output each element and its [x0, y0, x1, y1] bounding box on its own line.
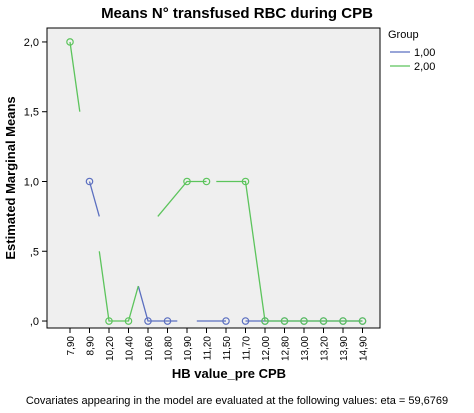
series-2-point-6 [241, 177, 250, 186]
y-tick-label-3: 1,5 [24, 107, 39, 119]
series-2-point-9 [300, 317, 308, 325]
chart-footnote: Covariates appearing in the model are ev… [26, 395, 448, 407]
x-tick-label-5: 10,80 [164, 336, 175, 361]
series-2-line-segment-3 [157, 180, 207, 217]
series-1-point-2 [144, 317, 152, 325]
y-axis: ,0 ,5 1,0 1,5 2,0 [24, 37, 47, 328]
series-2-point-7 [261, 317, 269, 325]
series-2-point-1 [66, 38, 74, 46]
series-2-point-12 [358, 317, 367, 325]
legend-title: Group [388, 29, 419, 41]
series-1-point-5 [241, 317, 250, 325]
x-tick-label-4: 10,60 [144, 336, 155, 361]
series-1-point-4 [222, 317, 230, 325]
x-tick-label-13: 13,20 [320, 336, 331, 361]
legend-items: 1,00 2,00 [390, 47, 435, 73]
x-tick-label-3: 10,40 [125, 336, 136, 361]
y-axis-label: Estimated Marginal Means [3, 96, 18, 259]
x-tick-label-8: 11,50 [222, 336, 233, 361]
series-2-point-3 [124, 317, 133, 325]
y-tick-label-1: ,5 [30, 246, 39, 258]
y-tick-label-2: 1,0 [24, 176, 39, 188]
x-tick-label-12: 13,00 [300, 336, 311, 361]
series-layer [66, 38, 367, 325]
series-2-point-10 [319, 317, 328, 325]
x-tick-label-6: 10,90 [183, 336, 194, 361]
chart-title: Means N° transfused RBC during CPB [101, 5, 373, 22]
plot-area [46, 27, 381, 329]
x-tick-label-1: 8,90 [86, 336, 97, 356]
x-tick-label-11: 12,80 [281, 336, 292, 361]
series-2-point-4 [183, 177, 191, 186]
series-1-point-1 [85, 177, 94, 186]
series-2-point-11 [339, 317, 347, 325]
series-2-point-8 [280, 317, 289, 325]
x-axis-label: HB value_pre CPB [172, 366, 286, 381]
x-tick-label-7: 11,20 [203, 336, 214, 361]
x-tick-label-9: 11,70 [242, 336, 253, 361]
y-tick-label-4: 2,0 [24, 37, 39, 49]
x-tick-label-10: 12,00 [261, 336, 272, 361]
x-tick-label-0: 7,90 [66, 336, 77, 356]
series-2-line-segment-4 [216, 180, 363, 322]
y-tick-label-0: ,0 [30, 316, 39, 328]
series-1-line-segment-2 [137, 285, 178, 322]
x-tick-label-15: 14,90 [359, 336, 370, 361]
x-axis: 7,90 8,90 10,20 10,40 10,60 10,80 10,90 11,20 11… [66, 328, 370, 361]
series-1-point-3 [163, 317, 172, 325]
series-1-line-segment-1 [88, 181, 100, 217]
legend: Group 1,00 2,00 [388, 29, 435, 73]
legend-label-1: 1,00 [414, 47, 435, 59]
series-2-point-2 [105, 317, 113, 325]
series-2-line-segment-1 [69, 41, 81, 112]
series-2-point-5 [202, 177, 211, 186]
series-2-line-segment-2 [98, 251, 139, 322]
x-tick-label-2: 10,20 [105, 336, 116, 361]
legend-label-2: 2,00 [414, 61, 435, 73]
x-tick-label-14: 13,90 [339, 336, 350, 361]
